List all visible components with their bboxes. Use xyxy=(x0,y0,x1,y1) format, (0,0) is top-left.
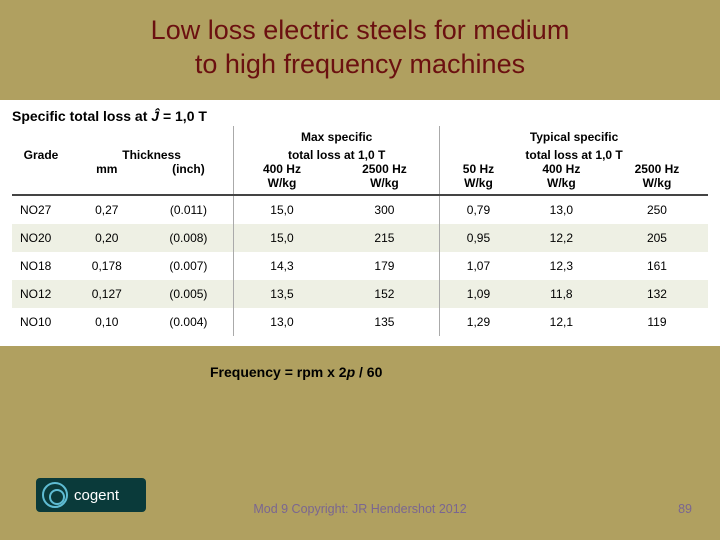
cell-m400: 13,0 xyxy=(234,308,330,336)
cell-m400: 13,5 xyxy=(234,280,330,308)
cell-m400: 15,0 xyxy=(234,195,330,224)
formula: Frequency = rpm x 2p / 60 xyxy=(210,364,720,380)
cell-t400: 13,0 xyxy=(517,195,606,224)
cell-t400: 12,3 xyxy=(517,252,606,280)
unit-m400: W/kg xyxy=(234,176,330,195)
jhat-symbol: Ĵ xyxy=(151,108,159,124)
cell-t50: 0,95 xyxy=(440,224,517,252)
cell-m2500: 215 xyxy=(330,224,440,252)
cell-t50: 1,07 xyxy=(440,252,517,280)
cell-grade: NO27 xyxy=(12,195,70,224)
group1-header-l1: Max specific xyxy=(234,126,440,144)
copyright-text: Mod 9 Copyright: JR Hendershot 2012 xyxy=(0,502,720,516)
cell-t50: 1,29 xyxy=(440,308,517,336)
cell-t2500: 250 xyxy=(606,195,708,224)
table-caption: Specific total loss at Ĵ = 1,0 T xyxy=(12,108,708,124)
table-row: NO100,10(0.004)13,01351,2912,1119 xyxy=(12,308,708,336)
table-row: NO270,27(0.011)15,03000,7913,0250 xyxy=(12,195,708,224)
caption-prefix: Specific total loss at xyxy=(12,108,151,124)
cell-inch: (0.008) xyxy=(144,224,234,252)
hdr-inch: (inch) xyxy=(144,162,234,176)
group2-header-l1: Typical specific xyxy=(440,126,708,144)
hdr-m2500: 2500 Hz xyxy=(330,162,440,176)
table-row: NO200,20(0.008)15,02150,9512,2205 xyxy=(12,224,708,252)
cell-t2500: 161 xyxy=(606,252,708,280)
hdr-t400: 400 Hz xyxy=(517,162,606,176)
slide-title: Low loss electric steels for medium to h… xyxy=(0,0,720,82)
cell-grade: NO12 xyxy=(12,280,70,308)
hdr-t2500: 2500 Hz xyxy=(606,162,708,176)
hdr-m400: 400 Hz xyxy=(234,162,330,176)
cell-grade: NO20 xyxy=(12,224,70,252)
unit-m2500: W/kg xyxy=(330,176,440,195)
cell-inch: (0.011) xyxy=(144,195,234,224)
cell-inch: (0.007) xyxy=(144,252,234,280)
title-line-2: to high frequency machines xyxy=(195,49,525,79)
formula-prefix: Frequency = rpm x 2 xyxy=(210,364,347,380)
cell-t2500: 132 xyxy=(606,280,708,308)
col-grade-header: Grade xyxy=(12,126,70,162)
cell-inch: (0.005) xyxy=(144,280,234,308)
cell-m400: 14,3 xyxy=(234,252,330,280)
cell-m400: 15,0 xyxy=(234,224,330,252)
cell-t400: 12,1 xyxy=(517,308,606,336)
cell-m2500: 152 xyxy=(330,280,440,308)
logo-text: cogent xyxy=(74,487,119,504)
cell-t50: 0,79 xyxy=(440,195,517,224)
unit-t2500: W/kg xyxy=(606,176,708,195)
cell-t50: 1,09 xyxy=(440,280,517,308)
cell-t2500: 205 xyxy=(606,224,708,252)
col-thickness-header: Thickness xyxy=(70,126,234,162)
cell-t400: 11,8 xyxy=(517,280,606,308)
table-container: Specific total loss at Ĵ = 1,0 T Grade T… xyxy=(0,100,720,346)
cell-m2500: 179 xyxy=(330,252,440,280)
cell-mm: 0,27 xyxy=(70,195,144,224)
table-row: NO180,178(0.007)14,31791,0712,3161 xyxy=(12,252,708,280)
unit-t50: W/kg xyxy=(440,176,517,195)
hdr-t50: 50 Hz xyxy=(440,162,517,176)
data-table: Grade Thickness Max specific Typical spe… xyxy=(12,126,708,336)
cell-grade: NO18 xyxy=(12,252,70,280)
caption-equals: = 1,0 T xyxy=(159,108,207,124)
group1-header-l2: total loss at 1,0 T xyxy=(234,144,440,162)
cell-t2500: 119 xyxy=(606,308,708,336)
cell-mm: 0,20 xyxy=(70,224,144,252)
cell-inch: (0.004) xyxy=(144,308,234,336)
unit-t400: W/kg xyxy=(517,176,606,195)
cell-mm: 0,127 xyxy=(70,280,144,308)
formula-suffix: / 60 xyxy=(355,364,382,380)
cell-mm: 0,10 xyxy=(70,308,144,336)
cell-m2500: 135 xyxy=(330,308,440,336)
cell-t400: 12,2 xyxy=(517,224,606,252)
group2-header-l2: total loss at 1,0 T xyxy=(440,144,708,162)
table-row: NO120,127(0.005)13,51521,0911,8132 xyxy=(12,280,708,308)
formula-p: p xyxy=(347,364,356,380)
cell-m2500: 300 xyxy=(330,195,440,224)
cell-grade: NO10 xyxy=(12,308,70,336)
hdr-mm: mm xyxy=(70,162,144,176)
title-line-1: Low loss electric steels for medium xyxy=(151,15,570,45)
page-number: 89 xyxy=(678,502,692,516)
cell-mm: 0,178 xyxy=(70,252,144,280)
